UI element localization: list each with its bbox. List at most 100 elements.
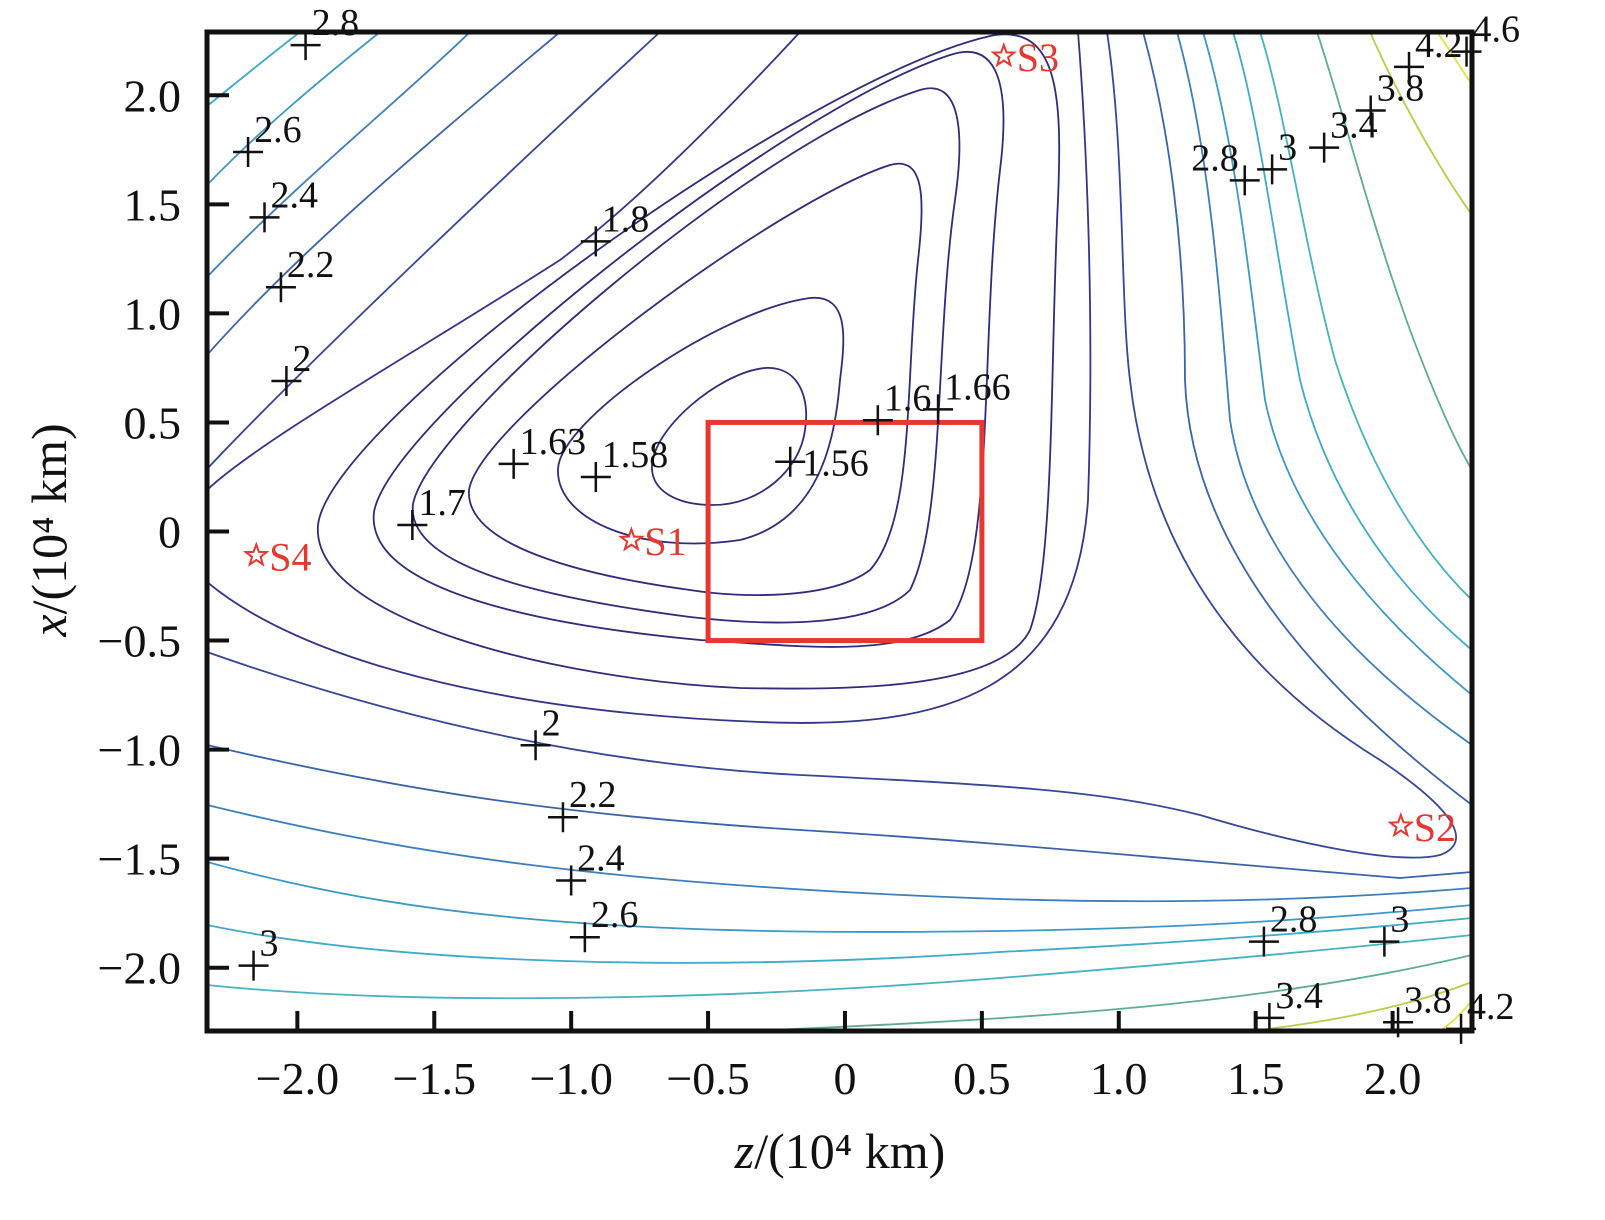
contour-1.63 bbox=[412, 87, 961, 624]
star-marker-s1 bbox=[618, 526, 645, 552]
y-tick-label: 2.0 bbox=[124, 70, 182, 121]
plot-frame bbox=[204, 29, 1475, 1034]
plus-marker bbox=[923, 394, 954, 425]
plus-marker bbox=[249, 202, 280, 233]
contour-3.4-bottom bbox=[749, 954, 1472, 1031]
contour-label: 3.8 bbox=[1377, 68, 1425, 110]
contour-label: 1.56 bbox=[802, 443, 869, 485]
contour-label: 1.7 bbox=[418, 482, 466, 524]
contour-3.8-bottom bbox=[1249, 981, 1472, 1031]
contour-label: 1.6 bbox=[884, 377, 932, 419]
contour-label: 2 bbox=[292, 338, 311, 380]
plus-marker bbox=[1309, 132, 1340, 163]
plus-marker bbox=[1451, 36, 1482, 67]
axes: −2.0 −1.5 −1.0 −0.5 0 0.5 1.0 1.5 2.0 2.0 1.5 1.0 0.… bbox=[98, 70, 1422, 1104]
contour-1.7 bbox=[317, 33, 1061, 690]
plus-marker bbox=[580, 226, 611, 257]
contour-4.2-right bbox=[1436, 32, 1472, 86]
star-marker-s2 bbox=[1387, 812, 1415, 838]
x-tick-label: −1.5 bbox=[393, 1053, 476, 1104]
plus-marker bbox=[580, 461, 611, 492]
contour-1.58 bbox=[557, 297, 845, 545]
plus-marker bbox=[498, 448, 529, 479]
star-label-s4: S4 bbox=[269, 534, 311, 579]
x-tick-label: 1.0 bbox=[1090, 1053, 1148, 1104]
contour-label: 1.8 bbox=[602, 198, 650, 240]
x-axis-title: z/(10⁴ km) bbox=[734, 1123, 945, 1179]
y-tick-label: 1.5 bbox=[124, 179, 182, 230]
y-axis-title: x/(10⁴ km) bbox=[21, 423, 77, 637]
contour-2.4-right bbox=[1176, 32, 1472, 746]
star-label-s1: S1 bbox=[644, 519, 686, 564]
contour-lines bbox=[207, 32, 1472, 1031]
contour-2.2-top bbox=[207, 32, 561, 356]
y-tick-label: 1.0 bbox=[124, 288, 182, 339]
x-tick-label: 0.5 bbox=[953, 1053, 1011, 1104]
plus-marker bbox=[569, 922, 600, 953]
plus-marker bbox=[290, 30, 321, 61]
contour-label: 2 bbox=[542, 702, 561, 744]
plus-marker bbox=[520, 730, 551, 761]
contour-label: 2.8 bbox=[312, 2, 360, 44]
contour-label: 3.8 bbox=[1404, 979, 1452, 1021]
contour-2.6-right bbox=[1202, 32, 1472, 696]
contour-2.8-top bbox=[207, 32, 301, 107]
plus-marker bbox=[547, 802, 578, 833]
region-rectangle bbox=[705, 419, 985, 644]
contour-label: 3 bbox=[1278, 126, 1297, 168]
plus-marker bbox=[1254, 1002, 1285, 1033]
x-tick-label: −1.0 bbox=[529, 1053, 612, 1104]
y-tick-label: 0 bbox=[158, 507, 181, 558]
plus-marker bbox=[862, 405, 893, 436]
contour-2.0-top bbox=[207, 32, 661, 470]
contour-label: 2.6 bbox=[254, 109, 301, 151]
contour-label: 3 bbox=[260, 923, 279, 965]
contour-2.6-bottom bbox=[207, 861, 1472, 933]
plus-marker bbox=[1248, 926, 1279, 957]
y-tick-label: −0.5 bbox=[98, 616, 181, 667]
x-tick-label: −2.0 bbox=[256, 1053, 339, 1104]
contour-label: 2.8 bbox=[1191, 137, 1239, 179]
contour-label: 4.6 bbox=[1473, 9, 1521, 51]
star-marker-s3 bbox=[990, 42, 1017, 68]
star-label-s2: S2 bbox=[1414, 805, 1456, 850]
plus-marker bbox=[1257, 154, 1288, 185]
contour-2.2-right bbox=[1142, 32, 1472, 806]
plus-marker bbox=[775, 446, 806, 477]
contour-2.4-top bbox=[207, 32, 471, 278]
plus-marker bbox=[238, 950, 269, 981]
plus-marker bbox=[556, 865, 587, 896]
contour-1.56 bbox=[651, 367, 808, 506]
contour-label: 2.4 bbox=[577, 837, 625, 879]
contour-2.0 bbox=[207, 32, 1457, 859]
contour-3.4-right bbox=[1316, 32, 1472, 471]
plus-marker bbox=[1369, 926, 1400, 957]
contour-3.8-right bbox=[1369, 32, 1472, 216]
contour-2.2-bottom bbox=[207, 744, 1472, 879]
contour-label: 2.2 bbox=[569, 774, 617, 816]
contour-1.66 bbox=[373, 50, 1005, 648]
contour-label: 4.2 bbox=[1467, 986, 1515, 1028]
plus-marker bbox=[397, 509, 428, 540]
contour-label: 2.4 bbox=[271, 174, 319, 216]
plus-marker bbox=[1355, 95, 1386, 126]
x-tick-label: 0 bbox=[833, 1053, 856, 1104]
contour-1.6 bbox=[468, 162, 923, 596]
contour-label: 3.4 bbox=[1275, 975, 1323, 1017]
contour-label: 1.63 bbox=[520, 421, 587, 463]
x-tick-label: −0.5 bbox=[666, 1053, 749, 1104]
contour-2.8-right bbox=[1232, 32, 1472, 651]
contour-3.0-bottom bbox=[207, 934, 1472, 1000]
contour-label: 1.58 bbox=[602, 434, 669, 476]
contour-label: 2.2 bbox=[287, 244, 335, 286]
x-tick-label: 2.0 bbox=[1364, 1053, 1422, 1104]
contour-label: 2.6 bbox=[591, 894, 639, 936]
y-tick-label: −2.0 bbox=[98, 943, 181, 994]
star-label-s3: S3 bbox=[1017, 35, 1059, 80]
contour-3.0-right bbox=[1259, 32, 1472, 601]
plus-marker bbox=[1229, 165, 1260, 196]
contour-label: 3 bbox=[1390, 899, 1409, 941]
contour-2.4-bottom bbox=[207, 804, 1472, 903]
plus-marker bbox=[1394, 51, 1425, 82]
